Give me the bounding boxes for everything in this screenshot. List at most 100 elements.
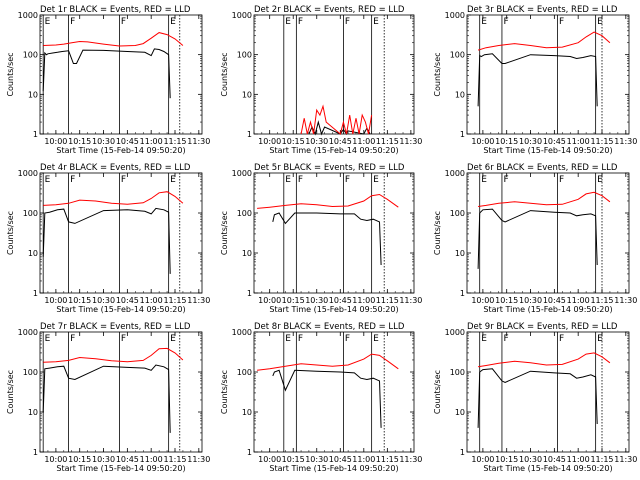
- y-tick-label: 1: [247, 448, 252, 457]
- series-lld-line: [300, 104, 373, 135]
- chart-title: Det 5r BLACK = Events, RED = LLD: [254, 163, 405, 173]
- chart-title: Det 8r BLACK = Events, RED = LLD: [254, 322, 405, 332]
- event-marker-label: F: [559, 17, 564, 27]
- y-tick-label: 10: [242, 249, 252, 258]
- x-tick-label: 10:45: [543, 455, 566, 464]
- x-axis-label: Start Time (15-Feb-14 09:50:20): [269, 305, 398, 314]
- y-axis-label: Counts/sec: [433, 52, 442, 96]
- chart-panel-9: Det 9r BLACK = Events, RED = LLD 1 10 100 10…: [433, 322, 637, 473]
- event-marker-label: E: [45, 175, 51, 185]
- chart-title: Det 7r BLACK = Events, RED = LLD: [40, 322, 191, 332]
- event-marker-label: E: [45, 17, 51, 27]
- series-lld-line: [478, 191, 611, 207]
- series-events-line: [42, 207, 171, 274]
- chart-title: Det 1r BLACK = Events, RED = LLD: [40, 5, 191, 15]
- x-tick-label: 10:30: [92, 137, 115, 146]
- x-tick-label: 10:00: [44, 296, 67, 305]
- x-tick-label: 11:15: [590, 455, 613, 464]
- y-tick-label: 10: [28, 408, 38, 417]
- event-marker-label: E: [170, 334, 176, 344]
- y-axis-label: Counts/sec: [6, 211, 15, 255]
- x-tick-label: 11:15: [376, 296, 399, 305]
- chart-panel-6: Det 6r BLACK = Events, RED = LLD 1 10 100 10…: [433, 163, 637, 314]
- x-tick-label: 10:30: [305, 296, 328, 305]
- series-lld-line: [43, 32, 184, 47]
- series-lld-line: [43, 347, 184, 363]
- plot-frame: [39, 331, 203, 453]
- y-axis-label: Counts/sec: [220, 52, 229, 96]
- event-marker-label: E: [45, 334, 51, 344]
- x-tick-label: 10:30: [305, 137, 328, 146]
- x-tick-label: 10:30: [519, 137, 542, 146]
- x-tick-label: 10:15: [282, 137, 305, 146]
- event-marker-label: F: [298, 175, 303, 185]
- series-events-line: [477, 368, 598, 428]
- x-tick-label: 10:45: [116, 455, 139, 464]
- x-tick-label: 10:45: [329, 455, 352, 464]
- event-marker-label: E: [170, 175, 176, 185]
- x-tick-label: 10:15: [68, 137, 91, 146]
- x-tick-label: 11:00: [352, 137, 375, 146]
- y-tick-label: 1: [33, 289, 38, 298]
- y-tick-label: 1: [33, 448, 38, 457]
- y-tick-label: 1000: [445, 11, 465, 20]
- x-axis-label: Start Time (15-Feb-14 09:50:20): [56, 464, 185, 473]
- y-axis-label: Counts/sec: [6, 52, 15, 96]
- chart-title: Det 9r BLACK = Events, RED = LLD: [467, 322, 618, 332]
- plot-frame: [253, 172, 415, 294]
- x-tick-label: 11:15: [376, 137, 399, 146]
- event-marker-label: E: [373, 175, 379, 185]
- event-marker-label: E: [373, 17, 379, 27]
- x-tick-label: 10:00: [471, 137, 494, 146]
- event-marker-label: E: [285, 175, 291, 185]
- y-tick-label: 100: [237, 209, 252, 218]
- event-marker-label: F: [559, 334, 564, 344]
- y-tick-label: 10: [455, 90, 465, 99]
- event-marker-label: F: [121, 175, 126, 185]
- x-tick-label: 10:30: [519, 296, 542, 305]
- event-marker-label: E: [481, 334, 487, 344]
- x-axis-label: Start Time (15-Feb-14 09:50:20): [483, 146, 612, 155]
- x-tick-label: 11:15: [590, 137, 613, 146]
- y-tick-label: 1000: [232, 169, 252, 178]
- y-tick-label: 10: [242, 408, 252, 417]
- y-tick-label: 100: [450, 368, 465, 377]
- x-tick-label: 11:00: [567, 296, 590, 305]
- series-events-line: [42, 364, 171, 433]
- event-marker-label: E: [597, 175, 603, 185]
- x-tick-label: 11:15: [163, 137, 186, 146]
- x-tick-label: 10:45: [116, 137, 139, 146]
- plot-frame: [466, 331, 630, 453]
- event-marker-label: E: [285, 334, 291, 344]
- x-tick-label: 10:15: [68, 455, 91, 464]
- event-marker-label: E: [597, 17, 603, 27]
- x-tick-label: 11:30: [187, 137, 210, 146]
- y-axis-label: Counts/sec: [220, 211, 229, 255]
- x-tick-label: 10:45: [329, 137, 352, 146]
- series-events-line: [272, 369, 382, 428]
- x-tick-label: 10:45: [329, 296, 352, 305]
- x-tick-label: 10:00: [471, 455, 494, 464]
- x-tick-label: 11:15: [163, 455, 186, 464]
- chart-title: Det 6r BLACK = Events, RED = LLD: [467, 163, 618, 173]
- x-tick-label: 11:00: [140, 137, 163, 146]
- event-marker-label: E: [285, 17, 291, 27]
- event-marker-label: F: [121, 334, 126, 344]
- y-tick-label: 1000: [232, 11, 252, 20]
- x-tick-label: 11:30: [614, 455, 637, 464]
- plot-frame: [253, 331, 415, 453]
- y-tick-label: 1: [247, 130, 252, 139]
- plot-frame: [39, 172, 203, 294]
- x-tick-label: 11:30: [399, 137, 422, 146]
- y-tick-label: 1: [460, 289, 465, 298]
- x-tick-label: 10:00: [258, 455, 281, 464]
- plot-frame: [253, 14, 415, 135]
- y-tick-label: 100: [450, 51, 465, 60]
- y-tick-label: 100: [237, 368, 252, 377]
- event-marker-label: F: [345, 175, 350, 185]
- x-tick-label: 11:30: [399, 296, 422, 305]
- x-tick-label: 11:30: [614, 137, 637, 146]
- y-tick-label: 100: [23, 368, 38, 377]
- x-axis-label: Start Time (15-Feb-14 09:50:20): [269, 146, 398, 155]
